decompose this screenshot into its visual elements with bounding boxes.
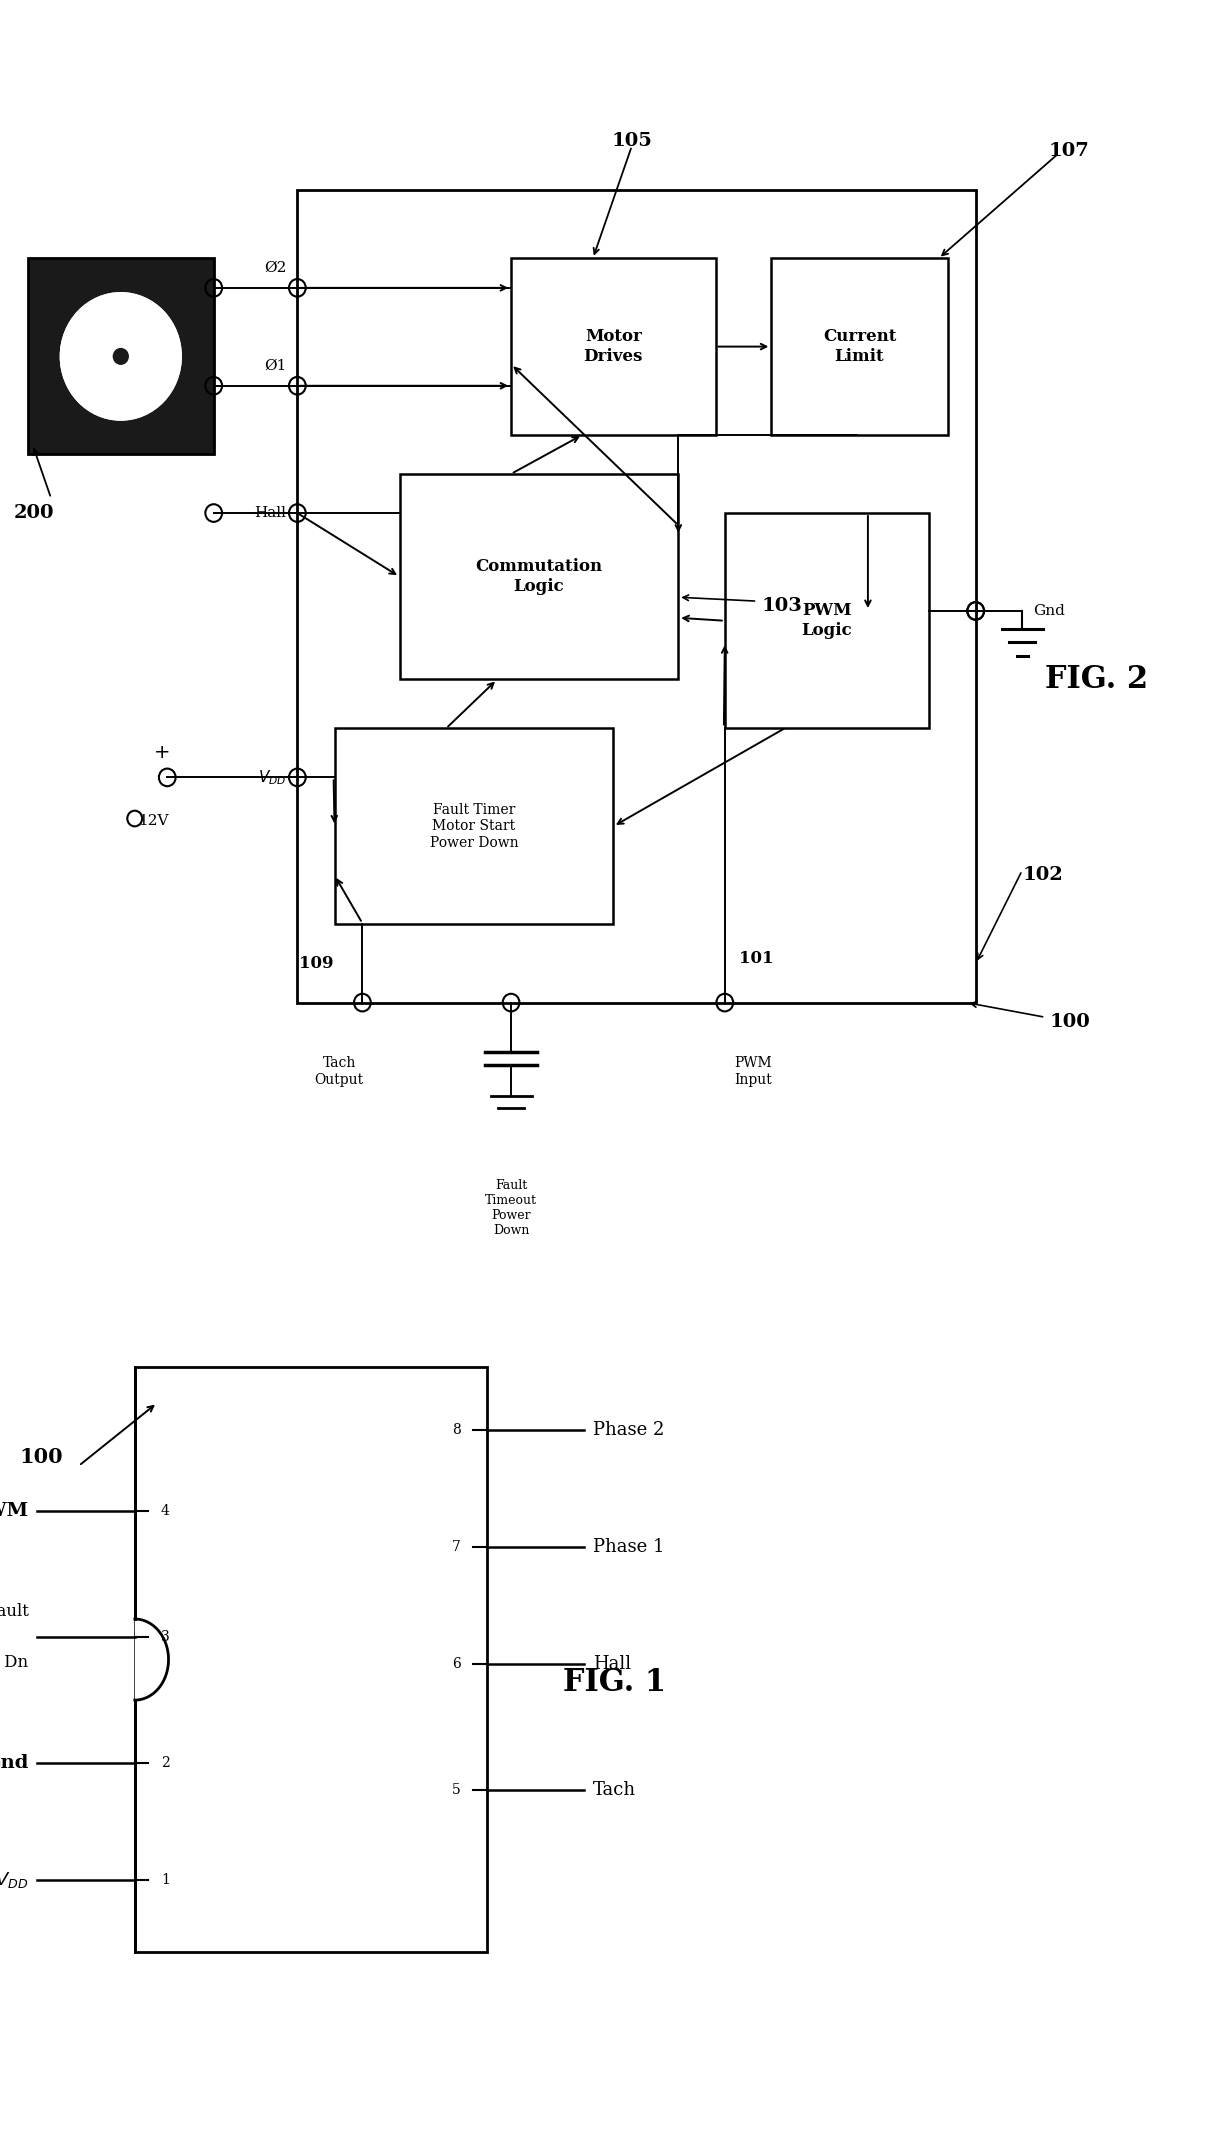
- Bar: [771, 258, 948, 435]
- Text: 8: 8: [452, 1424, 460, 1437]
- Text: Fault Timer
Motor Start
Power Down: Fault Timer Motor Start Power Down: [430, 803, 518, 849]
- Text: Ø2: Ø2: [263, 261, 286, 276]
- Text: 7: 7: [452, 1540, 460, 1553]
- Text: 1: 1: [161, 1874, 170, 1887]
- Bar: [297, 190, 976, 1002]
- Text: 101: 101: [739, 950, 773, 967]
- Text: +: +: [155, 743, 170, 763]
- Text: PWM: PWM: [0, 1501, 29, 1521]
- Text: Gnd: Gnd: [1033, 603, 1065, 618]
- Text: 4: 4: [161, 1503, 170, 1519]
- Text: Fault: Fault: [0, 1603, 29, 1620]
- Text: 12V: 12V: [138, 814, 169, 829]
- Text: Tach: Tach: [593, 1781, 637, 1799]
- Text: 105: 105: [611, 131, 652, 151]
- Text: Current
Limit: Current Limit: [823, 327, 896, 364]
- Text: Commutation
Logic: Commutation Logic: [476, 558, 603, 595]
- Bar: [28, 258, 214, 454]
- Text: Gnd: Gnd: [0, 1753, 29, 1773]
- Text: FIG. 2: FIG. 2: [1045, 663, 1148, 696]
- Text: 6: 6: [452, 1656, 460, 1672]
- Text: 102: 102: [1022, 866, 1063, 885]
- Text: PWM
Input: PWM Input: [733, 1055, 772, 1086]
- Text: Hall: Hall: [254, 506, 286, 519]
- Text: PWR Dn: PWR Dn: [0, 1654, 29, 1672]
- Bar: [135, 1368, 487, 1952]
- Text: FIG. 1: FIG. 1: [563, 1667, 666, 1697]
- Text: 107: 107: [1049, 142, 1088, 159]
- Text: PWM
Logic: PWM Logic: [802, 603, 853, 640]
- Text: Ø1: Ø1: [263, 360, 286, 373]
- Bar: [400, 474, 679, 679]
- Circle shape: [60, 293, 181, 420]
- Text: Phase 1: Phase 1: [593, 1538, 664, 1555]
- Text: Tach
Output: Tach Output: [314, 1055, 364, 1086]
- Text: Phase 2: Phase 2: [593, 1422, 664, 1439]
- Text: 109: 109: [298, 954, 333, 971]
- Text: 200: 200: [14, 504, 54, 521]
- Bar: [511, 258, 715, 435]
- Text: 2: 2: [161, 1756, 170, 1771]
- Bar: [725, 513, 929, 728]
- Circle shape: [114, 349, 128, 364]
- Text: $V_{DD}$: $V_{DD}$: [257, 769, 286, 786]
- Text: Motor
Drives: Motor Drives: [583, 327, 643, 364]
- Text: 103: 103: [762, 597, 803, 616]
- Text: $V_{DD}$: $V_{DD}$: [0, 1870, 29, 1891]
- Bar: [335, 728, 614, 924]
- Text: 3: 3: [161, 1631, 170, 1644]
- Text: Fault
Timeout
Power
Down: Fault Timeout Power Down: [486, 1178, 538, 1236]
- Text: 100: 100: [1050, 1012, 1091, 1032]
- Text: 100: 100: [19, 1447, 63, 1467]
- Text: 5: 5: [452, 1784, 460, 1796]
- Text: Hall: Hall: [593, 1654, 632, 1674]
- Circle shape: [60, 293, 181, 420]
